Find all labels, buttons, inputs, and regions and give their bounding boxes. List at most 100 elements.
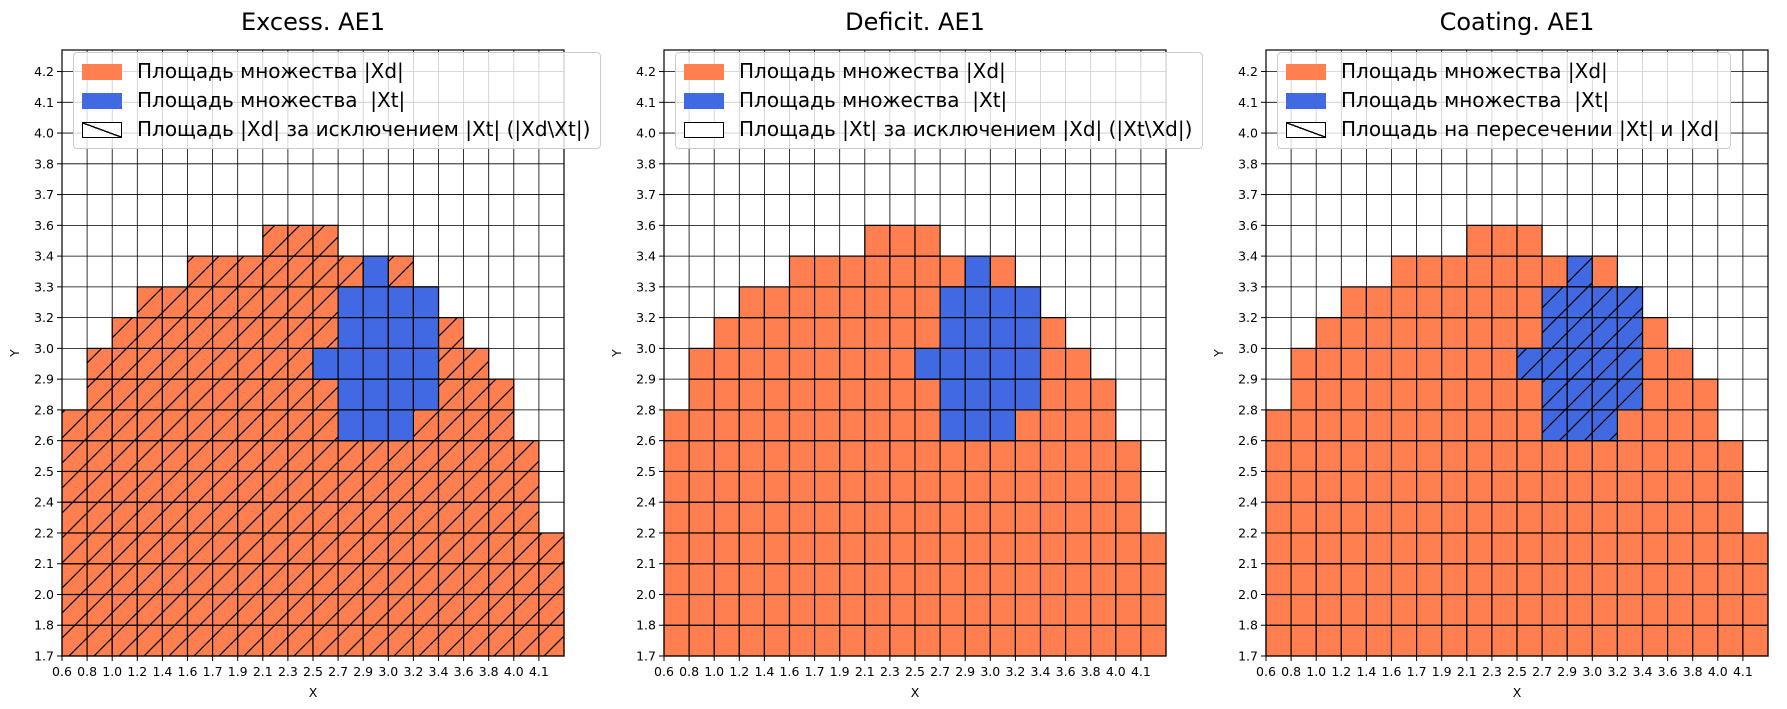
xd-cell bbox=[1290, 501, 1317, 534]
xd-minus-xt-hatch bbox=[237, 409, 263, 441]
xd-cell bbox=[889, 347, 916, 380]
xd-cell bbox=[1365, 347, 1393, 380]
xd-minus-xt-hatch bbox=[112, 594, 138, 626]
x-tick-label: 0.6 bbox=[1256, 664, 1276, 679]
xd-cell bbox=[1466, 624, 1493, 657]
xd-cell bbox=[763, 470, 791, 503]
xd-cell bbox=[1541, 563, 1568, 596]
xd-minus-xt-hatch bbox=[313, 225, 339, 257]
xd-minus-xt-hatch bbox=[287, 532, 313, 564]
intersection-hatch bbox=[1542, 409, 1568, 441]
xd-minus-xt-hatch bbox=[438, 502, 464, 533]
xd-cell bbox=[1717, 501, 1744, 534]
xd-cell bbox=[1415, 255, 1443, 288]
xd-cell bbox=[864, 224, 891, 257]
xd-minus-xt-hatch bbox=[62, 532, 88, 564]
xd-minus-xt-hatch bbox=[87, 563, 113, 595]
xd-cell bbox=[914, 224, 941, 257]
xd-cell bbox=[1115, 532, 1142, 565]
xd-cell bbox=[1315, 317, 1342, 349]
xd-cell bbox=[839, 255, 866, 288]
xd-minus-xt-hatch bbox=[463, 471, 489, 503]
xd-cell bbox=[1641, 624, 1669, 657]
xd-cell bbox=[989, 470, 1016, 503]
intersection-hatch bbox=[1542, 317, 1568, 349]
xd-cell bbox=[939, 470, 966, 503]
xd-cell bbox=[738, 286, 765, 319]
xd-minus-xt-hatch bbox=[538, 625, 564, 656]
xd-cell bbox=[839, 532, 866, 565]
xd-cell bbox=[688, 470, 715, 503]
xd-swatch bbox=[82, 63, 122, 80]
xd-cell bbox=[914, 563, 941, 596]
xd-cell bbox=[1390, 286, 1418, 319]
xd-cell bbox=[663, 532, 690, 565]
xd-cell bbox=[713, 317, 740, 349]
xt-cell bbox=[412, 378, 440, 411]
xd-minus-xt-hatch bbox=[388, 563, 414, 595]
y-tick-label: 4.2 bbox=[34, 64, 54, 79]
xd-cell bbox=[713, 563, 740, 596]
y-tick-label: 3.6 bbox=[34, 218, 54, 233]
xd-cell bbox=[1742, 593, 1769, 626]
x-tick-label: 3.6 bbox=[454, 664, 474, 679]
xd-cell bbox=[864, 593, 891, 626]
xd-minus-xt-hatch bbox=[62, 409, 88, 441]
xd-minus-xt-hatch bbox=[363, 471, 389, 503]
xd-cell bbox=[688, 532, 715, 565]
xd-cell bbox=[1340, 532, 1368, 565]
xd-cell bbox=[1466, 286, 1493, 319]
x-tick-label: 1.6 bbox=[1382, 664, 1402, 679]
xd-cell bbox=[1140, 563, 1167, 596]
y-tick-label: 3.8 bbox=[1238, 156, 1258, 171]
xd-cell bbox=[1466, 593, 1493, 626]
xd-cell bbox=[1692, 378, 1719, 411]
xd-minus-xt-hatch bbox=[488, 594, 514, 626]
xd-cell bbox=[713, 593, 740, 626]
xd-cell bbox=[889, 563, 916, 596]
x-tick-label: 1.2 bbox=[729, 664, 749, 679]
x-tick-label: 1.7 bbox=[203, 664, 223, 679]
xt-cell bbox=[362, 378, 389, 411]
xd-cell bbox=[914, 470, 941, 503]
intersection-hatch bbox=[1617, 317, 1643, 349]
x-tick-label: 1.9 bbox=[228, 664, 248, 679]
xd-minus-xt-hatch bbox=[112, 532, 138, 564]
legend-label: Площадь множества |Xd| bbox=[739, 59, 1006, 83]
xd-swatch bbox=[684, 63, 724, 80]
xd-minus-xt-hatch bbox=[187, 348, 213, 380]
xd-cell bbox=[939, 501, 966, 534]
xd-cell bbox=[864, 440, 891, 473]
y-tick-label: 2.6 bbox=[636, 433, 656, 448]
xd-cell bbox=[738, 440, 765, 473]
xd-minus-xt-hatch bbox=[62, 471, 88, 503]
xd-cell bbox=[1064, 532, 1092, 565]
xd-cell bbox=[1365, 532, 1393, 565]
xd-cell bbox=[989, 593, 1016, 626]
xd-cell bbox=[1315, 347, 1342, 380]
y-tick-label: 3.7 bbox=[34, 187, 54, 202]
xd-minus-xt-hatch bbox=[237, 594, 263, 626]
xd-cell bbox=[1641, 501, 1669, 534]
y-tick-label: 1.7 bbox=[636, 649, 656, 664]
xd-cell bbox=[1340, 378, 1368, 411]
xd-cell bbox=[1641, 409, 1669, 442]
x-tick-label: 4.0 bbox=[1708, 664, 1728, 679]
xd-minus-xt-hatch bbox=[287, 256, 313, 287]
xd-cell bbox=[1014, 409, 1042, 442]
xt-cell bbox=[387, 317, 414, 349]
xd-minus-xt-hatch bbox=[162, 594, 188, 626]
xd-cell bbox=[813, 347, 841, 380]
xd-cell bbox=[839, 409, 866, 442]
y-tick-label: 2.9 bbox=[34, 372, 54, 387]
intersection-hatch bbox=[1592, 348, 1618, 380]
y-tick-label: 2.9 bbox=[1238, 372, 1258, 387]
xd-minus-xt-hatch bbox=[137, 409, 163, 441]
xd-minus-xt-hatch bbox=[112, 379, 138, 410]
xd-cell bbox=[839, 470, 866, 503]
xd-minus-xt-hatch bbox=[488, 563, 514, 595]
x-tick-label: 3.4 bbox=[1633, 664, 1653, 679]
legend-label: Площадь множества |Xt| bbox=[1341, 88, 1610, 112]
xd-minus-xt-hatch bbox=[438, 471, 464, 503]
